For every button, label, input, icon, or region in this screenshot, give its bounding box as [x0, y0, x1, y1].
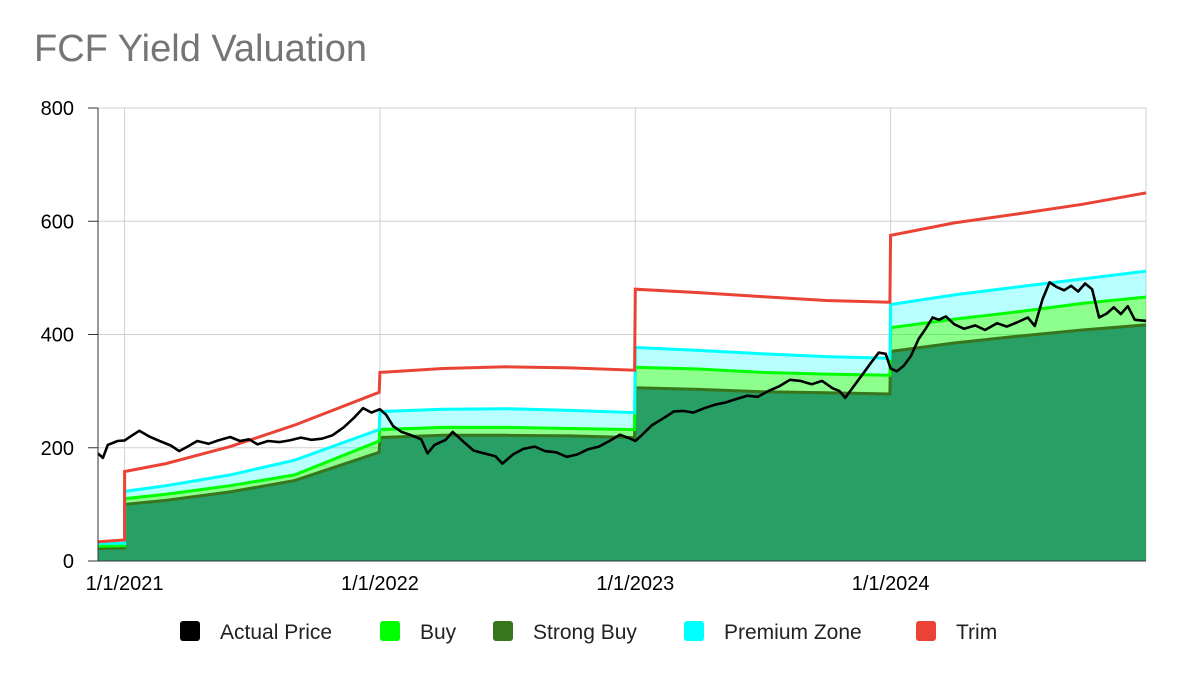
- legend-swatch: [916, 621, 936, 641]
- legend-label: Premium Zone: [724, 621, 862, 644]
- x-tick-label: 1/1/2022: [341, 573, 419, 595]
- premium-zone-line: [98, 269, 1147, 545]
- strong-buy-line: [97, 323, 1147, 550]
- legend-label: Strong Buy: [533, 621, 637, 644]
- legend-swatch: [684, 621, 704, 641]
- x-tick-label: 1/1/2023: [596, 573, 674, 595]
- y-tick-label: 200: [41, 438, 74, 460]
- legend-label: Trim: [956, 621, 997, 644]
- x-tick-label: 1/1/2024: [852, 573, 930, 595]
- y-tick-label: 400: [41, 325, 74, 347]
- x-tick-label: 1/1/2021: [86, 573, 164, 595]
- trim-line: [97, 191, 1147, 544]
- legend-swatch: [180, 621, 200, 641]
- premium-zone-area: [98, 271, 1146, 547]
- legend: Actual Price Buy Strong Buy Premium Zone Tri…: [180, 621, 997, 644]
- axes: 0 200 400 600 800 1/1/2021 1/1/2022 1/1/2023 1/1…: [41, 98, 1146, 595]
- legend-swatch: [380, 621, 400, 641]
- legend-label: Buy: [420, 621, 457, 644]
- legend-label: Actual Price: [220, 621, 332, 644]
- buy-line: [97, 295, 1147, 548]
- band-areas: [98, 271, 1146, 561]
- y-tick-label: 0: [63, 551, 74, 573]
- series-lines: [97, 191, 1147, 550]
- legend-swatch: [493, 621, 513, 641]
- chart-title: FCF Yield Valuation: [34, 28, 368, 70]
- buy-area: [98, 297, 1146, 549]
- strong-buy-area: [98, 324, 1146, 561]
- actual-price-line: [97, 281, 1147, 465]
- y-tick-label: 600: [41, 211, 74, 233]
- y-tick-label: 800: [41, 98, 74, 120]
